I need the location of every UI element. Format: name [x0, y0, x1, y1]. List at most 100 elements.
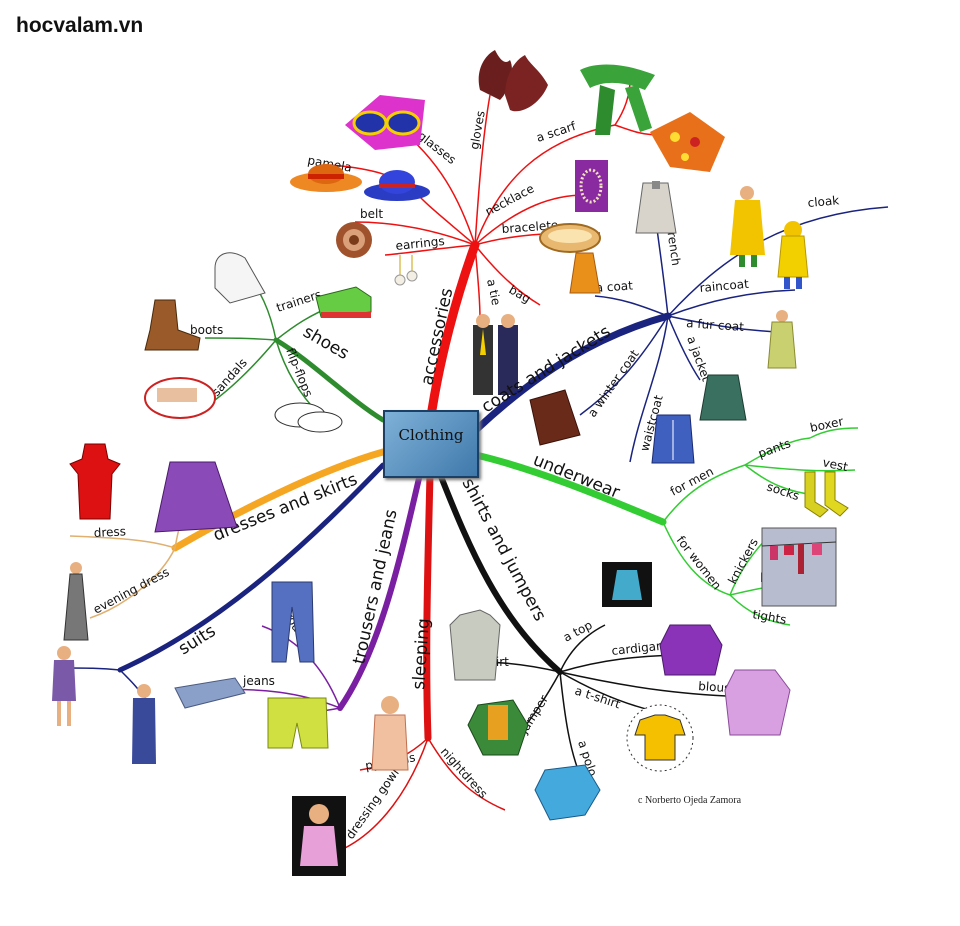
label-sandals: sandals [209, 356, 250, 399]
label-gloves: gloves [467, 110, 488, 151]
trousers-main-line [337, 471, 423, 711]
shoes-main-line [273, 337, 386, 423]
top-illustration [602, 562, 652, 607]
center-node[interactable]: Clothing [383, 410, 479, 478]
dresses-dress-line [69, 535, 176, 549]
accessories-scarf-line [474, 124, 616, 246]
shawl-illustration [650, 112, 725, 172]
label-socks: socks [765, 480, 801, 504]
socks-illustration [804, 471, 849, 518]
dressing-gown-illustration [292, 796, 346, 876]
label-belt: belt [360, 207, 383, 221]
accessories-main-line [427, 240, 480, 415]
label-earrings: earrings [395, 234, 445, 253]
underwear-vest-line [744, 464, 856, 472]
clothesline-illustration [761, 527, 837, 607]
gloves-illustration [478, 50, 548, 112]
label-tights: tights [751, 607, 787, 627]
boots-illustration [144, 299, 201, 351]
label-flipflops: flip-flops [283, 346, 315, 399]
sandals-illustration [144, 377, 216, 419]
sunglasses-illustration [345, 95, 425, 150]
label-pants: pants [756, 436, 792, 461]
shorts-illustration [267, 697, 329, 749]
scarf-illustration [580, 64, 655, 135]
bracelete-illustration [539, 223, 601, 253]
flipflops-illustration [274, 402, 343, 433]
underwear-tights-line [729, 594, 791, 626]
accessories-gloves-line [474, 94, 491, 246]
underwear-pants-line [744, 437, 811, 466]
tie-people-illustration [473, 314, 518, 395]
label-scarf: a scarf [535, 119, 579, 145]
jacket-illustration [699, 374, 747, 421]
label-dress: dress [93, 524, 126, 540]
shoes-boots-line [204, 337, 277, 341]
label-knickers: knickers [725, 536, 761, 586]
shirt-illustration [449, 609, 501, 681]
branch-dresses: dresses and skirts skirt dress evening d… [69, 448, 387, 619]
shirts-main-line [437, 471, 563, 675]
trousers-illustration [271, 581, 315, 663]
accessories-earrings-line [384, 244, 476, 256]
shoes-branch-label: shoes [300, 322, 353, 364]
label-trainers: trainers [275, 287, 324, 315]
accessories-bag-line [474, 244, 541, 306]
accessories-scarf-fork-a [614, 79, 631, 126]
dresses-eveningdress-line [89, 547, 176, 619]
sleeping-main-line [423, 470, 434, 742]
shirts-tshirt-line [559, 671, 651, 711]
raincoat-child-illustration [777, 221, 809, 289]
label-furcoat: a fur coat [686, 316, 745, 334]
coats-jacket-line [667, 315, 701, 381]
underwear-boxer-line [809, 427, 859, 439]
label-trench: trench [664, 226, 683, 266]
label-evening-dress: evening dress [91, 565, 172, 617]
label-raincoat: raincoat [699, 277, 750, 295]
label-necklace: necklace [483, 181, 537, 218]
shoes-illustration [214, 252, 266, 304]
pamela-hat-illustration [290, 164, 362, 192]
label-tshirt: a t-shirt [573, 684, 622, 712]
skirt-illustration [154, 461, 238, 533]
author-credit: c Norberto Ojeda Zamora [638, 795, 742, 806]
label-vest: vest [821, 455, 849, 474]
earrings-illustration [394, 255, 418, 286]
coats-wintercoat-line [579, 315, 669, 416]
wintercoat-illustration [529, 389, 581, 446]
coats-main-line [472, 312, 672, 434]
sleeping-branch-label: sleeping [409, 618, 434, 691]
suit-woman-illustration [52, 646, 76, 726]
shoes-sandals-line [214, 339, 277, 401]
coats-waistcoat-line [629, 315, 669, 463]
underwear-main-line [472, 451, 667, 526]
sleeping-gown-line [344, 737, 429, 849]
sleeping-nightdress-line [427, 737, 506, 811]
label-bag: bag [507, 282, 534, 305]
coats-cloak-line [667, 206, 889, 317]
label-cardigan: cardigan [611, 639, 664, 658]
dress-illustration [69, 443, 121, 520]
label-top: a top [561, 618, 595, 645]
accessories-necklace-line [474, 194, 586, 246]
site-title: hocvalam.vn [16, 14, 144, 37]
suits-women-line [67, 667, 121, 671]
blouse-illustration [724, 669, 791, 736]
tshirt-illustration [626, 704, 694, 772]
hat-illustration [364, 170, 430, 201]
coats-furcoat-line [667, 315, 779, 333]
jeans-illustration [174, 677, 246, 709]
coat-illustration [569, 252, 601, 294]
accessories-tie-line [474, 244, 481, 321]
label-boots: boots [190, 323, 223, 337]
evening-dress-illustration [63, 562, 89, 641]
cloak-person-illustration [730, 186, 765, 267]
underwear-men-line [662, 464, 746, 523]
trainers-illustration [315, 286, 372, 318]
label-for-women: for women [674, 533, 725, 592]
cardigan-illustration [659, 624, 723, 676]
polo-illustration [534, 764, 601, 821]
belt-illustration [336, 222, 372, 258]
